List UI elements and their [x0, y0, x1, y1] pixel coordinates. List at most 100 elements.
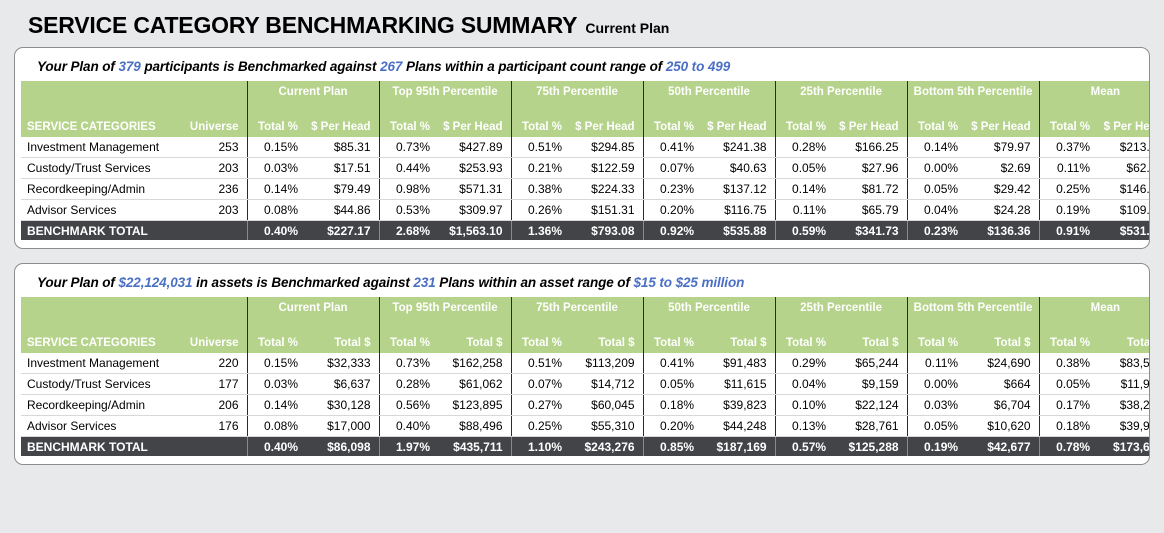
- row-percent-value: 0.19%: [906, 436, 965, 456]
- asset-col-header-25th-amt: Total $: [832, 319, 908, 353]
- row-percent-value: 0.38%: [510, 178, 569, 200]
- group-header-25th: 25th Percentile: [774, 81, 908, 103]
- row-percent-value: 0.57%: [774, 436, 833, 456]
- row-universe-value: [161, 220, 247, 240]
- row-amount-value: $113,209: [568, 353, 644, 374]
- row-amount-value: $341.73: [832, 220, 908, 240]
- row-amount-value: $24,690: [964, 353, 1040, 374]
- asset-total-label: BENCHMARK TOTAL: [21, 436, 161, 456]
- row-amount-value: $664: [964, 373, 1040, 395]
- row-percent-value: 0.04%: [906, 199, 965, 221]
- asset-note-value-plan-count: 231: [413, 275, 436, 290]
- asset-col-header-service-categories: SERVICE CATEGORIES: [21, 319, 161, 353]
- row-percent-value: 0.23%: [906, 220, 965, 240]
- row-universe-value: 176: [161, 415, 247, 437]
- table-row: Custody/Trust Services 203 0.03% $17.51 0.44…: [21, 157, 1149, 179]
- row-amount-value: $39,823: [700, 394, 776, 416]
- asset-note-text-3: Plans within an asset range of: [435, 275, 634, 290]
- row-amount-value: $32,333: [304, 353, 380, 374]
- row-percent-value: 0.59%: [774, 220, 833, 240]
- row-percent-value: 0.38%: [1038, 353, 1097, 374]
- asset-group-header-bottom-5th: Bottom 5th Percentile: [906, 297, 1040, 319]
- row-percent-value: 0.28%: [774, 137, 833, 158]
- row-amount-value: $88,496: [436, 415, 512, 437]
- row-amount-value: $44,248: [700, 415, 776, 437]
- table-row: Recordkeeping/Admin 236 0.14% $79.49 0.98% $5…: [21, 178, 1149, 200]
- row-universe-value: 177: [161, 373, 247, 395]
- table-row: Recordkeeping/Admin 206 0.14% $30,128 0.56% $…: [21, 394, 1149, 416]
- row-percent-value: 0.05%: [906, 415, 965, 437]
- row-percent-value: 0.98%: [378, 178, 437, 200]
- row-amount-value: $28,761: [832, 415, 908, 437]
- row-amount-value: $85.31: [304, 137, 380, 158]
- note-value-plan-count: 267: [380, 59, 403, 74]
- row-category-label: Investment Management: [21, 353, 161, 374]
- row-amount-value: $294.85: [568, 137, 644, 158]
- row-percent-value: 0.18%: [642, 394, 701, 416]
- row-percent-value: 0.15%: [246, 353, 304, 374]
- row-category-label: Advisor Services: [21, 199, 161, 221]
- participant-subheader-row: SERVICE CATEGORIES Universe Total % $ Pe…: [21, 103, 1149, 137]
- row-amount-value: $62.34: [1096, 157, 1149, 179]
- row-percent-value: 0.78%: [1038, 436, 1097, 456]
- row-universe-value: 203: [161, 199, 247, 221]
- row-percent-value: 0.14%: [246, 394, 304, 416]
- row-amount-value: $136.36: [964, 220, 1040, 240]
- row-amount-value: $61,062: [436, 373, 512, 395]
- asset-benchmark-note: Your Plan of $22,124,031 in assets is Be…: [21, 270, 1143, 297]
- row-percent-value: 0.73%: [378, 137, 437, 158]
- row-amount-value: $44.86: [304, 199, 380, 221]
- row-amount-value: $123,895: [436, 394, 512, 416]
- asset-total-row: BENCHMARK TOTAL 0.40% $86,098 1.97% $435,711…: [21, 436, 1149, 456]
- row-amount-value: $30,128: [304, 394, 380, 416]
- row-amount-value: $22,124: [832, 394, 908, 416]
- row-percent-value: 0.10%: [774, 394, 833, 416]
- row-amount-value: $435,711: [436, 436, 512, 456]
- row-percent-value: 0.14%: [246, 178, 304, 200]
- row-percent-value: 1.36%: [510, 220, 569, 240]
- row-amount-value: $40.63: [700, 157, 776, 179]
- asset-subheader-row: SERVICE CATEGORIES Universe Total % Tota…: [21, 319, 1149, 353]
- group-header-bottom-5th: Bottom 5th Percentile: [906, 81, 1040, 103]
- col-header-75th-pct: Total %: [510, 103, 569, 137]
- row-amount-value: $213.53: [1096, 137, 1149, 158]
- group-header-mean: Mean: [1038, 81, 1149, 103]
- col-header-25th-pct: Total %: [774, 103, 833, 137]
- asset-note-text-2: in assets is Benchmarked against: [192, 275, 414, 290]
- row-universe-value: 203: [161, 157, 247, 179]
- row-amount-value: $6,704: [964, 394, 1040, 416]
- row-amount-value: $109.10: [1096, 199, 1149, 221]
- row-percent-value: 0.07%: [642, 157, 701, 179]
- note-text-1: Your Plan of: [37, 59, 119, 74]
- row-amount-value: $9,159: [832, 373, 908, 395]
- row-universe-value: 236: [161, 178, 247, 200]
- row-amount-value: $81.72: [832, 178, 908, 200]
- page-title: SERVICE CATEGORY BENCHMARKING SUMMARY Cu…: [14, 0, 1150, 47]
- asset-col-header-50th-amt: Total $: [700, 319, 776, 353]
- row-amount-value: $531.56: [1096, 220, 1149, 240]
- note-value-participants: 379: [118, 59, 141, 74]
- participant-table-head: Current Plan Top 95th Percentile 75th Pe…: [21, 81, 1149, 137]
- asset-col-header-mean-amt: Total $: [1096, 319, 1149, 353]
- participant-group-header-row: Current Plan Top 95th Percentile 75th Pe…: [21, 81, 1149, 103]
- row-percent-value: 0.20%: [642, 199, 701, 221]
- row-percent-value: 0.29%: [774, 353, 833, 374]
- row-percent-value: 0.26%: [510, 199, 569, 221]
- row-percent-value: 0.05%: [774, 157, 833, 179]
- note-text-3: Plans within a participant count range o…: [402, 59, 666, 74]
- row-percent-value: 0.41%: [642, 353, 701, 374]
- asset-note-value-range: $15 to $25 million: [633, 275, 745, 290]
- asset-group-header-current-plan: Current Plan: [246, 297, 380, 319]
- row-percent-value: 0.19%: [1038, 199, 1097, 221]
- row-percent-value: 0.03%: [906, 394, 965, 416]
- row-percent-value: 1.97%: [378, 436, 437, 456]
- row-universe-value: 206: [161, 394, 247, 416]
- row-amount-value: $166.25: [832, 137, 908, 158]
- row-amount-value: $571.31: [436, 178, 512, 200]
- page-title-subtitle: Current Plan: [585, 20, 670, 36]
- row-amount-value: $151.31: [568, 199, 644, 221]
- col-header-top95-amt: $ Per Head: [436, 103, 512, 137]
- row-amount-value: $125,288: [832, 436, 908, 456]
- col-header-universe: Universe: [161, 103, 247, 137]
- row-percent-value: 0.92%: [642, 220, 701, 240]
